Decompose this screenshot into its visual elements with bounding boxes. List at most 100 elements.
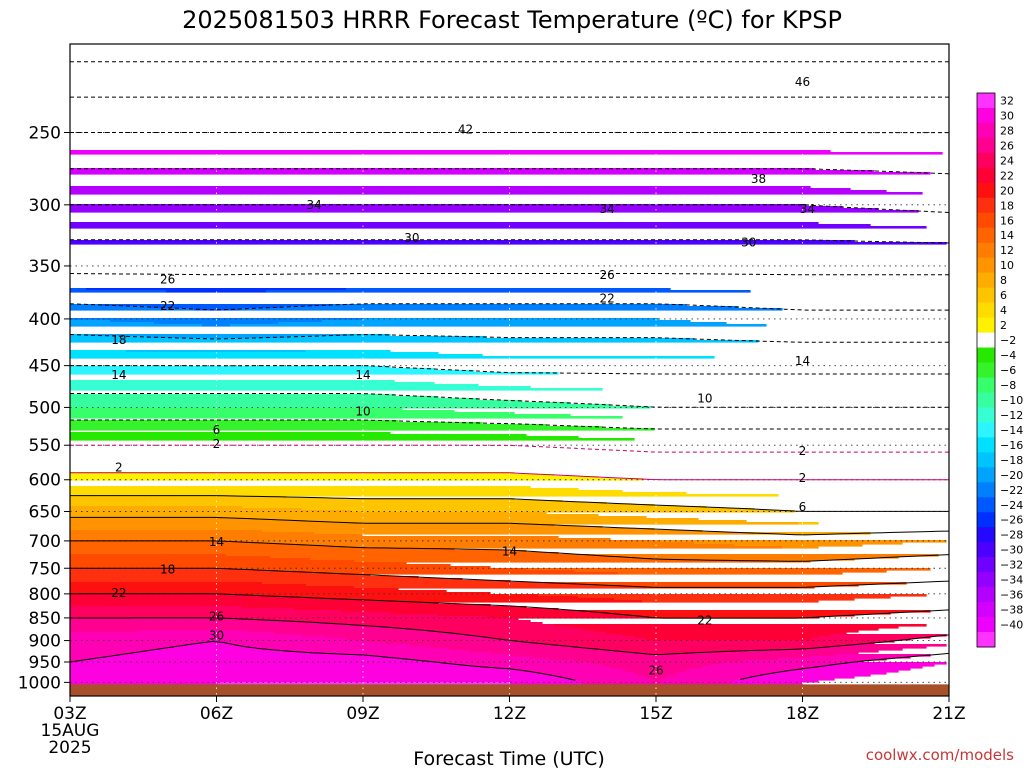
temperature-fill-cell [110, 320, 323, 323]
temperature-fill-cell [70, 588, 399, 591]
temperature-fill-cell [70, 666, 483, 669]
temperature-fill-cell [70, 656, 107, 659]
temperature-fill-cell [386, 656, 531, 659]
contour-label: 22 [600, 292, 615, 306]
temperature-fill-cell [618, 650, 739, 653]
temperature-fill-cell [70, 528, 655, 531]
temperature-fill-cell [70, 522, 359, 525]
temperature-fill-cell [582, 682, 655, 685]
temperature-fill-cell [70, 288, 87, 291]
temperature-fill-cell [554, 624, 927, 627]
temperature-fill-cell [510, 654, 835, 657]
colorbar-swatch [977, 347, 995, 364]
temperature-fill-cell [526, 568, 931, 571]
temperature-fill-cell [406, 658, 551, 661]
temperature-fill-cell [674, 674, 763, 677]
temperature-fill-cell [218, 640, 367, 643]
temperature-fill-cell [226, 554, 591, 557]
temperature-fill-cell [70, 570, 279, 573]
temperature-fill-cell [490, 652, 639, 655]
temperature-fill-cell [270, 556, 623, 559]
colorbar-swatch [977, 197, 995, 214]
temperature-fill-cell [70, 352, 439, 355]
contour-label: 30 [209, 629, 224, 643]
x-tick-label: 21Z [932, 704, 965, 724]
x-tick-label: 03Z [53, 704, 86, 724]
temperature-fill-cell [70, 412, 515, 415]
x-tick-label: 15Z [639, 704, 672, 724]
temperature-fill-cell [534, 642, 875, 645]
temperature-fill-cell [70, 566, 491, 569]
temperature-fill-cell [802, 668, 911, 671]
temperature-fill-cell [282, 306, 739, 309]
colorbar-label: 14 [1000, 229, 1014, 242]
colorbar-swatch [977, 242, 995, 259]
temperature-fill-cell [70, 424, 547, 427]
colorbar-swatch [977, 542, 995, 558]
contour-label: 22 [111, 586, 126, 600]
temperature-fill-cell [294, 596, 579, 599]
temperature-fill-cell [70, 422, 483, 425]
temperature-fill-cell [654, 558, 855, 561]
contour-label: 34 [600, 202, 615, 216]
colorbar-swatch [977, 422, 995, 438]
temperature-fill-cell [70, 406, 651, 409]
temperature-fill-cell [622, 668, 691, 671]
temperature-fill-cell [70, 670, 527, 673]
temperature-fill-cell [70, 420, 399, 423]
temperature-fill-cell [70, 226, 927, 229]
temperature-fill-cell [390, 600, 643, 603]
temperature-fill-cell [70, 356, 715, 359]
temperature-fill-cell [70, 474, 555, 477]
temperature-fill-cell [70, 622, 327, 625]
contour-label: 2 [799, 471, 807, 485]
contour-line [70, 516, 949, 536]
y-tick-label: 450 [29, 357, 61, 377]
colorbar-swatch [977, 287, 995, 304]
temperature-fill-cell [590, 554, 939, 557]
temperature-fill-cell [70, 658, 91, 661]
temperature-fill-cell [70, 432, 391, 435]
temperature-fill-cell [614, 598, 855, 601]
temperature-fill-cell [70, 642, 199, 645]
temperature-fill-cell [70, 676, 563, 679]
temperature-fill-cell [354, 586, 647, 589]
colorbar-label: −40 [1000, 619, 1023, 632]
temperature-fill-cell [70, 354, 483, 357]
colorbar-label: 2 [1000, 319, 1007, 332]
temperature-fill-cell [102, 304, 331, 307]
temperature-fill-cell [70, 530, 263, 533]
temperature-fill-cell [342, 610, 583, 613]
temperature-fill-cell [550, 658, 779, 661]
temperature-fill-cell [646, 616, 819, 619]
temperature-fill-cell [634, 636, 819, 639]
temperature-fill-cell [174, 646, 247, 649]
temperature-fill-cell [70, 564, 451, 567]
temperature-fill-cell [70, 630, 139, 633]
colorbar-label: 10 [1000, 259, 1014, 272]
temperature-fill-cell [410, 628, 583, 631]
temperature-fill-layer [70, 150, 947, 696]
temperature-fill-cell [234, 568, 527, 571]
temperature-fill-cell [146, 650, 287, 653]
temperature-fill-cell [510, 668, 623, 671]
temperature-fill-cell [70, 398, 479, 401]
colorbar-swatch [977, 182, 995, 199]
temperature-fill-cell [70, 618, 243, 621]
temperature-fill-cell [322, 320, 691, 323]
temperature-fill-cell [70, 638, 347, 641]
temperature-fill-cell [70, 150, 831, 153]
temperature-fill-cell [578, 596, 891, 599]
temperature-fill-cell [742, 678, 835, 681]
temperature-fill-cell [810, 656, 911, 659]
temperature-fill-cell [70, 324, 203, 327]
temperature-fill-cell [214, 640, 219, 643]
y-tick-label: 750 [29, 559, 61, 579]
temperature-fill-cell [70, 596, 295, 599]
temperature-fill-cell [78, 660, 427, 663]
temperature-fill-cell [238, 308, 783, 311]
temperature-fill-cell [70, 582, 263, 585]
